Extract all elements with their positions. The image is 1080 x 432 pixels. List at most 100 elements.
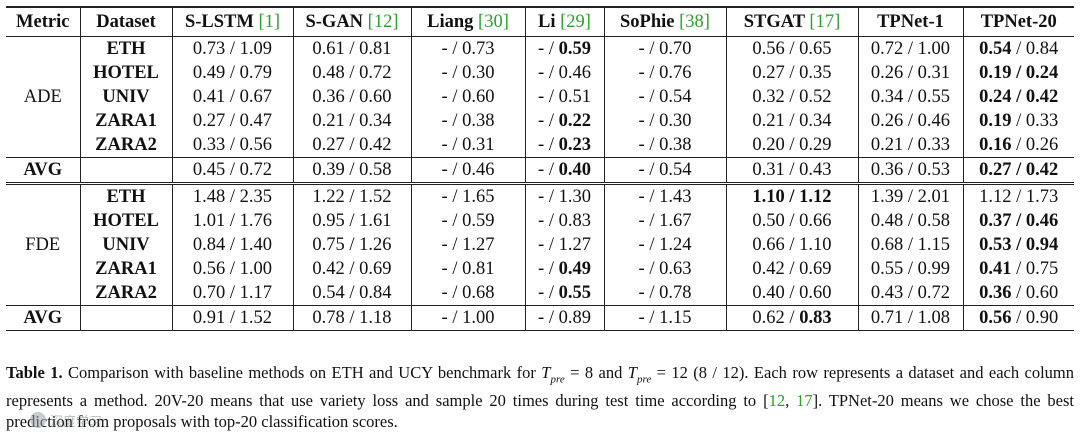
table-cell: - / 0.30 [411,61,526,85]
table-cell: 0.71 / 1.08 [858,305,964,331]
table-cell: 0.27 / 0.42 [293,133,412,158]
caption-text-eq2: = 12 (8 / 12). Each row represents a dat… [6,363,1075,411]
table-cell: - / 1.65 [411,182,526,209]
table-cell: 0.61 / 0.81 [293,36,412,61]
table-cell: 0.40 / 0.60 [726,281,859,306]
table-row: UNIV 0.84 / 1.40 0.75 / 1.26 - / 1.27- / 1.… [6,233,1074,257]
table-cell: 0.70 / 1.17 [172,281,294,306]
table-cell: 0.91 / 1.52 [172,305,294,331]
watermark-text: 深度学习 [50,414,103,430]
avg-label: AVG [6,305,81,331]
column-header: TPNet-20 [963,6,1074,37]
table-cell: 0.24 / 0.42 [979,87,1059,107]
table-cell: 1.39 / 2.01 [858,182,964,209]
dataset-label: UNIV [80,85,173,109]
table-cell: 0.48 / 0.58 [858,209,964,233]
table-cell: 0.37 / 0.46 [979,211,1059,231]
dataset-label: UNIV [80,233,173,257]
table-cell: 0.36 / 0.53 [858,157,964,184]
caption-text-2: ]. TPNet-20 means we chose the best pred… [6,391,1075,432]
table-cell: 0.75 / 1.26 [293,233,412,257]
table-cell: - / 0.38 [604,133,727,158]
table-cell: - / 1.27 [525,233,605,257]
table-row: ZARA1 0.56 / 1.00 0.42 / 0.69- / 0.81- / 0… [6,257,1074,281]
table-cell: 0.33 / 0.56 [172,133,294,158]
caption-separator: , [785,391,797,411]
table-cell: 0.21 / 0.33 [858,133,964,158]
t-pre-symbol: Tpre [627,363,652,386]
table-row: HOTEL 0.49 / 0.79 0.48 / 0.72- / 0.30- / 0… [6,61,1074,85]
header-citation[interactable]: 30 [484,12,503,32]
dataset-label: ZARA2 [80,281,173,306]
table-row: ZARA2 0.70 / 1.17 0.54 / 0.84- / 0.68 - / 0… [6,281,1074,306]
table-cell: - / 1.24 [604,233,727,257]
empty-cell [80,305,173,331]
column-header: Dataset [80,6,173,37]
column-header: TPNet-1 [858,6,964,37]
table-cell: 0.42 / 0.69 [726,257,859,281]
table-cell: - / 0.59 [411,209,526,233]
dataset-label: ZARA1 [80,109,173,133]
caption-label: Table 1. [6,363,63,382]
table-cell: 0.84 / 1.40 [172,233,294,257]
table-cell: - / 0.73 [411,36,526,61]
column-header: S-LSTM [1] [172,6,294,37]
caption-citation[interactable]: 12 [768,391,786,411]
table-cell: 0.54 / 0.84 [293,281,412,306]
watermark: 深度学习 [30,410,140,430]
dataset-label: ETH [80,182,173,209]
table-cell: - / 0.68 [411,281,526,306]
table-cell: - / 0.49 [525,257,605,281]
dataset-label: HOTEL [80,209,173,233]
caption-text-eq1: = 8 and [564,363,628,382]
header-citation[interactable]: 29 [566,12,585,32]
header-citation[interactable]: 1 [264,12,274,32]
column-header: S-GAN [12] [293,6,412,37]
header-citation[interactable]: 38 [685,12,704,32]
table-cell: 1.48 / 2.35 [172,182,294,209]
caption-citation[interactable]: 17 [796,391,813,411]
table-cell: 0.95 / 1.61 [293,209,412,233]
table-cell: - / 0.83 [525,209,605,233]
table-cell: 0.26 / 0.46 [858,109,964,133]
table-cell: 0.27 / 0.47 [172,109,294,133]
table-cell: - / 0.31 [411,133,526,158]
table-cell: 0.78 / 1.18 [293,305,412,331]
table-cell: - / 1.67 [604,209,727,233]
column-header: Li [29] [525,6,605,37]
average-row: AVG 0.45 / 0.72 0.39 / 0.58- / 0.46- / 0.4… [6,157,1074,184]
column-header: Metric [6,6,81,37]
average-row: AVG 0.91 / 1.52 0.78 / 1.18- / 1.00- / 0.8… [6,305,1074,331]
table-cell: 1.01 / 1.76 [172,209,294,233]
table-row: ZARA1 0.27 / 0.47 0.21 / 0.34- / 0.38- / 0… [6,109,1074,133]
table-cell: - / 1.00 [411,305,526,331]
table-cell: - / 0.40 [525,157,605,184]
table-cell: 0.21 / 0.34 [726,109,859,133]
table-cell: 0.73 / 1.09 [172,36,294,61]
metric-label: ADE [6,36,81,158]
table-row: FDE ETH 1.48 / 2.35 1.22 / 1.52- / 1.65- / … [6,182,1074,306]
table-cell: 0.27 / 0.35 [726,61,859,85]
table-cell: - / 0.54 [604,85,727,109]
table-cell: 0.31 / 0.43 [726,157,859,184]
table-cell: 1.12 / 1.73 [963,182,1074,209]
header-citation[interactable]: 12 [373,12,393,32]
table-row: ADE ETH 0.73 / 1.09 0.61 / 0.81- / 0.73- / … [6,36,1074,158]
table-header-row: Metric Dataset S-LSTM [1] S-GAN [12] Liang [… [6,6,1074,37]
table-row: UNIV 0.41 / 0.67 0.36 / 0.60- / 0.60- / 0.… [6,85,1074,109]
table-cell: - / 0.78 [604,281,727,306]
table-cell: 0.68 / 1.15 [858,233,964,257]
table-cell: 0.56 / 0.65 [726,36,859,61]
table-cell: - / 0.23 [525,133,605,158]
table-cell: 0.45 / 0.72 [172,157,294,184]
table-row: HOTEL 1.01 / 1.76 0.95 / 1.61- / 0.59- / 0… [6,209,1074,233]
column-header: SoPhie [38] [604,6,727,37]
caption-text-1: Comparison with baseline methods on ETH … [62,363,542,382]
table-cell: - / 0.70 [604,36,727,61]
table-caption: Table 1. Comparison with baseline method… [6,362,1074,432]
table-cell: 0.41 / 0.75 [979,259,1059,279]
header-citation[interactable]: 17 [815,12,835,32]
table-cell: 0.48 / 0.72 [293,61,412,85]
wechat-logo-icon [30,412,46,428]
